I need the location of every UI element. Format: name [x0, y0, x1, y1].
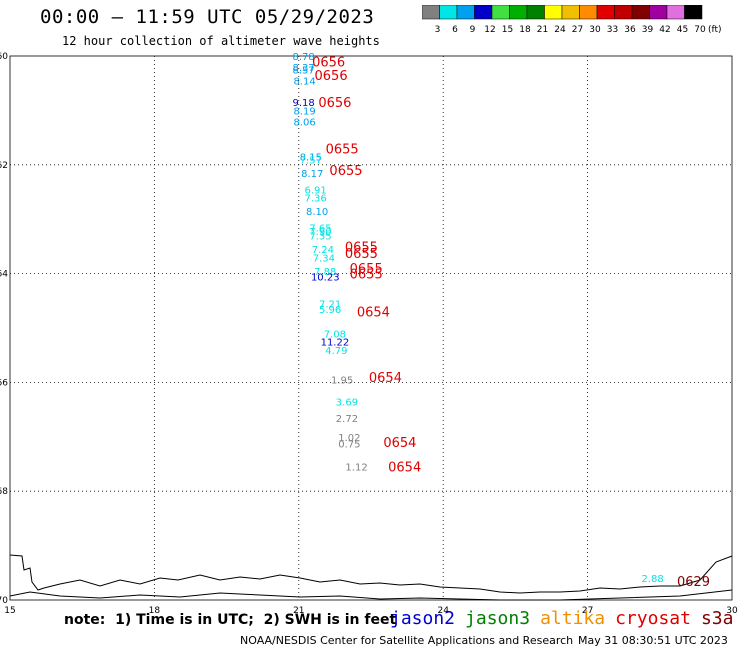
footer-note: note: 1) Time is in UTC; 2) SWH is in fe…: [64, 612, 397, 628]
pass-time-label: 0655: [345, 247, 378, 262]
wave-height-label: 7.36: [305, 193, 327, 204]
pass-time-label: 0654: [357, 306, 390, 321]
y-tick-label: -68: [0, 487, 8, 497]
color-scale-bar: 3 6 9 12 15 18 21 24 27 30 33 36 39 42 45 70 (ft): [422, 5, 722, 35]
color-scale-label: 39: [642, 25, 654, 35]
wave-height-label: 7.57: [300, 155, 322, 166]
wave-height-label: 10.23: [311, 272, 340, 283]
x-tick-label: 15: [4, 606, 15, 616]
color-scale-label: 24: [554, 25, 566, 35]
wave-height-label: 1.02: [338, 433, 360, 444]
pass-time-label: 0655: [326, 142, 359, 157]
pass-time-label: 0656: [312, 55, 345, 70]
y-tick-label: -66: [0, 378, 8, 388]
color-scale-label: 15: [502, 25, 513, 35]
wave-height-label: 0.75: [338, 439, 360, 450]
x-tick-label: 30: [726, 606, 738, 616]
color-swatch: [684, 5, 703, 20]
wave-height-label: 8.37: [292, 63, 314, 74]
x-tick-label: 21: [293, 606, 304, 616]
y-tick-label: -70: [0, 596, 8, 606]
x-tick-label: 24: [437, 606, 449, 616]
y-tick-label: -62: [0, 161, 8, 171]
x-tick-label: 27: [582, 606, 593, 616]
satellite-legend: jason2 jason3 altika cryosat s3a: [390, 608, 740, 629]
color-scale-label: 45: [677, 25, 688, 35]
pass-time-label: 0629: [677, 575, 710, 590]
wave-height-label: 2.72: [336, 414, 358, 425]
ice-shelf-line: [9, 589, 733, 601]
color-scale-label: 6: [452, 25, 458, 35]
wave-height-label: 1.95: [331, 376, 353, 387]
chart-subtitle: 12 hour collection of altimeter wave hei…: [62, 34, 380, 48]
x-tick-label: 18: [149, 606, 161, 616]
wave-height-label: 7.35: [309, 232, 331, 243]
wave-height-label: 3.69: [336, 397, 358, 408]
pass-time-label: 0656: [318, 96, 351, 111]
pass-time-label: 0655: [350, 262, 383, 277]
color-scale-label: 9: [470, 25, 476, 35]
wave-height-label: 8.78: [292, 52, 314, 63]
legend-altika: altika: [540, 608, 606, 629]
color-scale-label: 42: [659, 25, 670, 35]
generated-timestamp: May 31 08:30:51 UTC 2023: [578, 634, 728, 647]
color-scale-label: 12: [484, 25, 495, 35]
pass-time-label: 0655: [329, 164, 362, 179]
color-scale-label: 27: [572, 25, 583, 35]
wave-height-label: 9.18: [292, 98, 314, 109]
color-scale-label: 18: [519, 25, 531, 35]
wave-height-label: 8.06: [293, 117, 315, 128]
pass-time-label: 0654: [388, 461, 421, 476]
wave-height-label: 2.88: [641, 574, 663, 585]
y-tick-label: -60: [0, 52, 8, 62]
legend-s3a: s3a: [700, 608, 734, 629]
wave-height-label: 8.14: [293, 76, 315, 87]
legend-jason2: jason2: [390, 608, 456, 629]
wave-height-label: 7.08: [324, 329, 346, 340]
wave-height-label: 7.21: [319, 300, 341, 311]
color-scale-unit: (ft): [708, 25, 722, 35]
wave-height-label: 6.91: [305, 185, 327, 196]
wave-height-label: 1.12: [345, 463, 367, 474]
legend-jason3: jason3: [465, 608, 531, 629]
wave-height-label: 4.79: [325, 346, 347, 357]
wave-height-label: 7.24: [312, 245, 334, 256]
pass-time-label: 0654: [383, 436, 416, 451]
y-tick-label: -64: [0, 270, 8, 280]
wave-height-label: 8.17: [301, 169, 323, 180]
wave-height-label: 8.19: [293, 106, 315, 117]
color-scale-label: 33: [607, 25, 618, 35]
color-scale-label: 30: [589, 25, 601, 35]
pass-time-label: 0656: [315, 69, 348, 84]
chart-title: 00:00 — 11:59 UTC 05/29/2023: [40, 6, 375, 28]
wave-height-label: 7.65: [309, 223, 331, 234]
wave-height-label: 8.15: [300, 153, 322, 164]
wave-height-label: 5.96: [319, 305, 341, 316]
legend-cryosat: cryosat: [615, 608, 691, 629]
coastline: [9, 554, 733, 594]
pass-time-label: 0654: [369, 371, 402, 386]
color-scale-label: 3: [435, 25, 441, 35]
pass-time-label: 0655: [350, 268, 383, 283]
color-scale-label: 21: [537, 25, 548, 35]
wave-height-label: 7.88: [314, 267, 336, 278]
wave-height-label: 8.57: [292, 66, 314, 77]
pass-time-label: 0655: [345, 240, 378, 255]
wave-height-label: 7.34: [313, 253, 335, 264]
wave-height-label: 7.90: [309, 227, 331, 238]
color-scale-label: 70: [694, 25, 706, 35]
plot-frame: [9, 55, 733, 601]
credit-text: NOAA/NESDIS Center for Satellite Applica…: [240, 634, 574, 647]
wave-height-label: 8.10: [306, 207, 328, 218]
wave-height-label: 11.22: [321, 338, 350, 349]
color-scale-label: 36: [624, 25, 636, 35]
